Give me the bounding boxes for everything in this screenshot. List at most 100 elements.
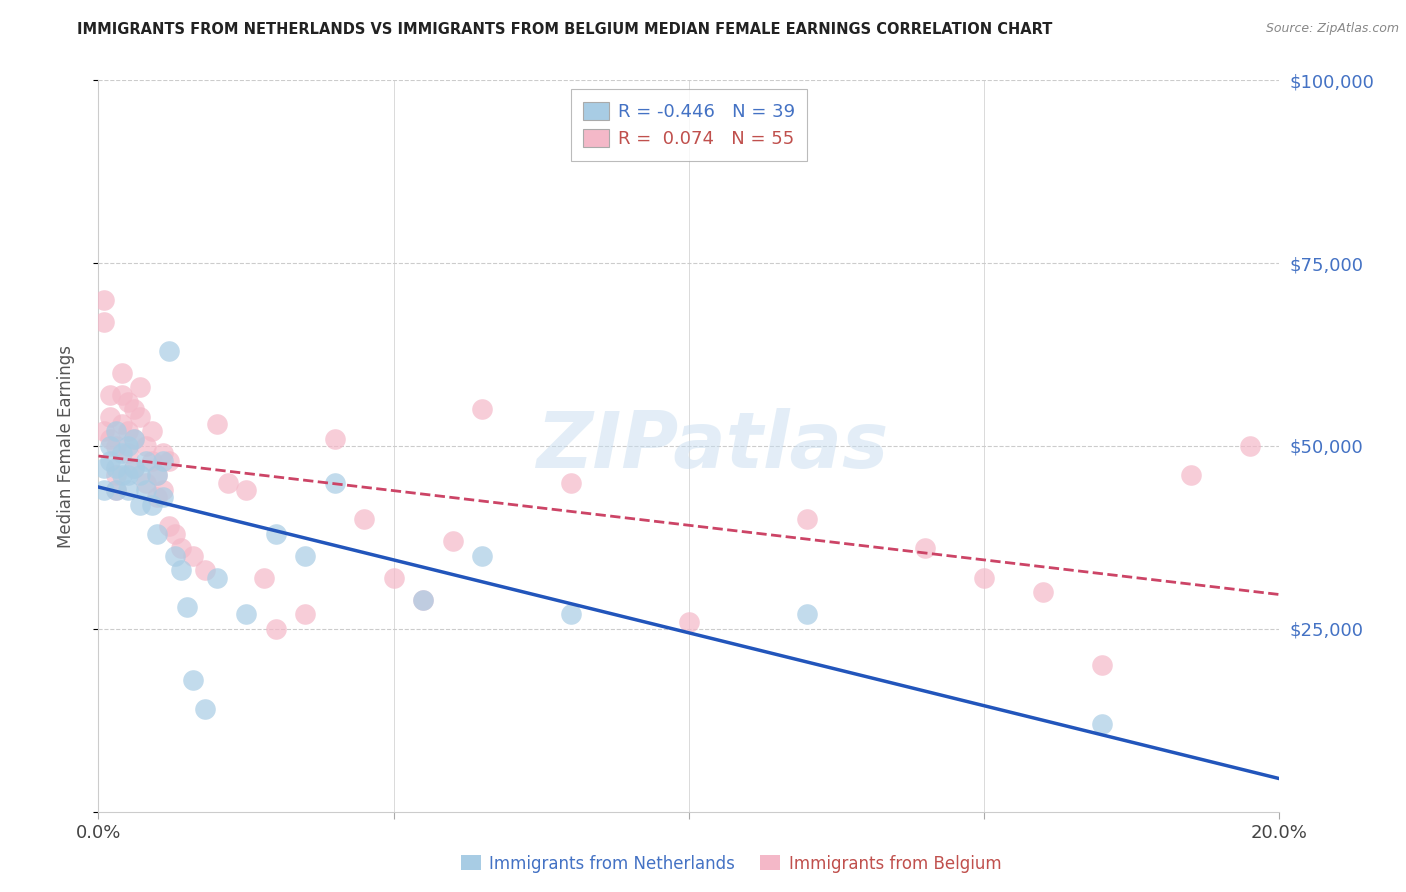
Point (217, 475, 239, 490)
Point (157, 519, 180, 533)
Point (117, 483, 139, 497)
Point (560, 607, 582, 622)
Point (1091, 717, 1114, 731)
Point (294, 607, 316, 622)
Point (105, 483, 128, 497)
Point (146, 490, 169, 504)
Point (1180, 468, 1202, 483)
Point (98, 432, 121, 446)
Point (235, 607, 257, 622)
Point (181, 673, 204, 687)
Point (165, 526, 187, 541)
Point (194, 563, 217, 577)
Point (122, 402, 145, 417)
Point (141, 425, 163, 439)
Point (128, 498, 150, 512)
Point (253, 571, 276, 585)
Point (122, 461, 145, 475)
Point (146, 468, 169, 483)
Point (914, 541, 936, 556)
Point (264, 526, 287, 541)
Point (176, 599, 198, 614)
Point (93, 425, 115, 439)
Point (1032, 585, 1054, 599)
Point (353, 512, 375, 526)
Point (111, 366, 134, 380)
Point (170, 541, 193, 556)
Point (560, 475, 582, 490)
Point (128, 468, 150, 483)
Point (205, 417, 228, 431)
Point (382, 571, 405, 585)
Point (93, 315, 115, 329)
Point (111, 468, 134, 483)
Point (323, 432, 346, 446)
Point (471, 549, 494, 563)
Point (111, 417, 134, 431)
Text: Source: ZipAtlas.com: Source: ZipAtlas.com (1265, 22, 1399, 36)
Point (111, 446, 134, 460)
Point (135, 475, 157, 490)
Point (471, 402, 494, 417)
Point (146, 468, 169, 483)
Point (146, 526, 169, 541)
Point (117, 395, 139, 409)
Point (105, 439, 128, 453)
Point (135, 453, 157, 467)
Point (117, 468, 139, 483)
Point (105, 425, 128, 439)
Point (441, 534, 464, 549)
Point (1091, 658, 1114, 673)
Point (111, 388, 134, 402)
Point (157, 453, 180, 467)
Point (117, 446, 139, 460)
Point (181, 549, 204, 563)
Point (122, 461, 145, 475)
Point (973, 571, 995, 585)
Legend: Immigrants from Netherlands, Immigrants from Belgium: Immigrants from Netherlands, Immigrants … (454, 848, 1008, 880)
Point (152, 446, 174, 460)
Point (412, 592, 434, 607)
Point (264, 622, 287, 636)
Point (128, 409, 150, 424)
Point (323, 475, 346, 490)
Point (117, 439, 139, 453)
Point (152, 483, 174, 497)
Point (105, 468, 128, 483)
Point (194, 702, 217, 716)
Point (98, 409, 121, 424)
Point (93, 293, 115, 307)
Point (117, 425, 139, 439)
Y-axis label: Median Female Earnings: Median Female Earnings (56, 344, 75, 548)
Text: ZIPatlas: ZIPatlas (537, 408, 889, 484)
Point (98, 453, 121, 467)
Point (294, 549, 316, 563)
Point (93, 483, 115, 497)
Point (128, 380, 150, 394)
Point (152, 490, 174, 504)
Text: IMMIGRANTS FROM NETHERLANDS VS IMMIGRANTS FROM BELGIUM MEDIAN FEMALE EARNINGS CO: IMMIGRANTS FROM NETHERLANDS VS IMMIGRANT… (77, 22, 1053, 37)
Point (135, 439, 157, 453)
Point (105, 483, 128, 497)
Point (235, 483, 257, 497)
Point (1239, 439, 1261, 453)
Point (141, 498, 163, 512)
Point (122, 432, 145, 446)
Point (412, 592, 434, 607)
Point (205, 571, 228, 585)
Point (678, 615, 700, 629)
Point (157, 343, 180, 358)
Point (141, 453, 163, 467)
Legend: R = -0.446   N = 39, R =  0.074   N = 55: R = -0.446 N = 39, R = 0.074 N = 55 (571, 89, 807, 161)
Point (93, 461, 115, 475)
Point (122, 432, 145, 446)
Point (796, 607, 818, 622)
Point (135, 483, 157, 497)
Point (98, 439, 121, 453)
Point (170, 563, 193, 577)
Point (152, 453, 174, 467)
Point (105, 461, 128, 475)
Point (796, 512, 818, 526)
Point (98, 388, 121, 402)
Point (165, 549, 187, 563)
